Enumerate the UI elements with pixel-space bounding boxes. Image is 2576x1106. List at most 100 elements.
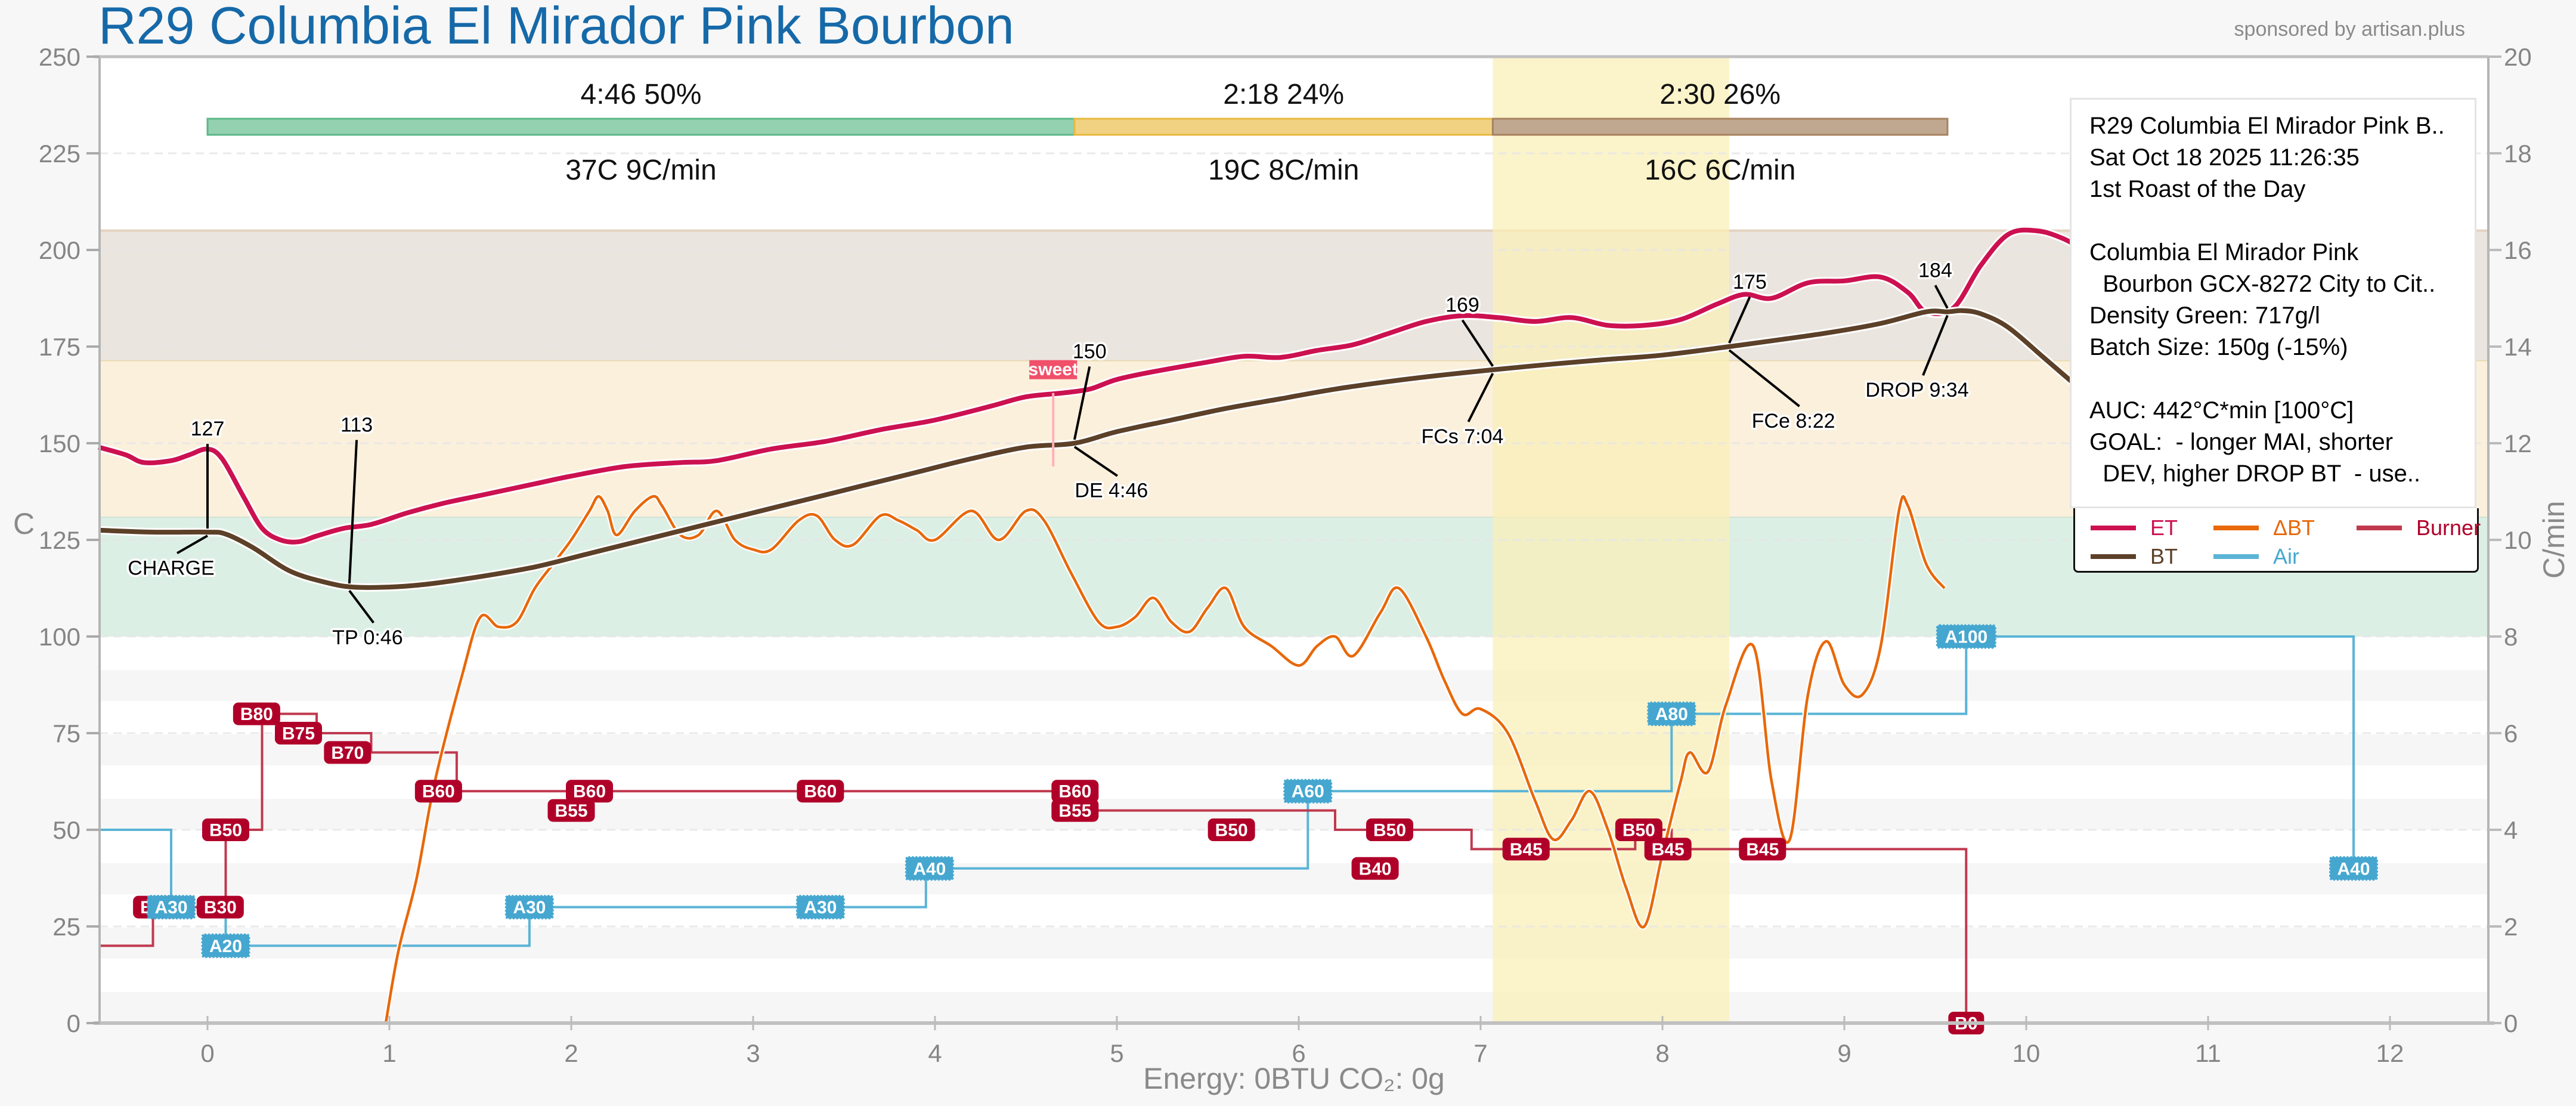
y-right-tick-label: 6	[2504, 719, 2518, 747]
info-line: Batch Size: 150g (-15%)	[2089, 334, 2348, 360]
legend-item-burner[interactable]: Burner	[2357, 515, 2481, 540]
legend-swatch	[2213, 526, 2259, 530]
legend-item-et[interactable]: ET	[2091, 515, 2178, 540]
burner-tag-label: B50	[1373, 821, 1406, 841]
event-leader-down	[1922, 314, 1949, 376]
y-right-tick-label: 16	[2504, 236, 2532, 264]
burner-tag-label: B55	[1058, 801, 1091, 821]
info-line	[2089, 205, 2475, 237]
burner-tag	[202, 818, 249, 841]
burner-tag	[196, 895, 244, 919]
burner-tag	[1051, 799, 1099, 822]
y-tick-label: 100	[39, 623, 80, 651]
info-line: AUC: 442°C*min [100°C]	[2089, 397, 2354, 424]
x-tick-label: 5	[1110, 1039, 1123, 1067]
y-axis-label: C	[13, 507, 35, 540]
y-right-tick-label: 8	[2504, 623, 2518, 651]
x-tick-label: 7	[1473, 1039, 1487, 1067]
info-line: Bourbon GCX-8272 City to Cit..	[2089, 271, 2436, 297]
x-tick-label: 2	[564, 1039, 578, 1067]
y-right-tick-label: 20	[2504, 43, 2532, 71]
legend-label: Air	[2273, 544, 2299, 569]
y-right-tick-label: 10	[2504, 526, 2532, 554]
x-tick-label: 6	[1292, 1039, 1305, 1067]
event-leader-up	[1728, 296, 1751, 344]
roast-info-box: R29 Columbia El Mirador Pink B.. Sat Oct …	[2070, 98, 2476, 508]
legend-item-air[interactable]: Air	[2213, 544, 2299, 569]
event-label: CHARGE	[128, 557, 214, 579]
event-value: 127	[191, 418, 225, 440]
burner-tag	[1502, 838, 1550, 861]
event-leader-up	[1461, 319, 1494, 367]
y-tick-label: 125	[39, 526, 80, 554]
event-leader-up	[1073, 366, 1091, 440]
air-tag-label: A40	[913, 859, 946, 879]
air-tag-label: A100	[1945, 628, 1987, 647]
burner-tag	[1208, 818, 1255, 841]
burner-tag	[1615, 818, 1662, 841]
legend-label: Burner	[2416, 515, 2481, 540]
y-tick-label: 250	[39, 43, 80, 71]
phase-bars: 4:46 50% 37C 9C/min 2:18 24% 19C 8C/min 2:30…	[206, 79, 1949, 186]
x-tick-label: 1	[382, 1039, 396, 1067]
air-tag	[795, 895, 845, 920]
et-series	[97, 227, 2164, 545]
burner-tag-label: B60	[804, 782, 837, 802]
y-right-tick-label: 0	[2504, 1009, 2518, 1037]
y-right-tick-label: 14	[2504, 333, 2532, 361]
burner-tag	[1351, 857, 1399, 880]
air-tag-label: A30	[513, 898, 546, 917]
air-tag	[1283, 778, 1333, 804]
air-tag	[1647, 702, 1696, 727]
stripe	[100, 799, 2488, 830]
info-line: 1st Roast of the Day	[2089, 176, 2306, 202]
phase-bar	[206, 118, 1076, 136]
legend-item-bt[interactable]: BT	[2091, 544, 2178, 569]
y-tick-label: 175	[39, 333, 80, 361]
y-right-tick-label: 2	[2504, 913, 2518, 941]
event-label: DROP 9:34	[1865, 379, 1968, 401]
air-tag	[2329, 856, 2378, 881]
burner-tag-label: B80	[240, 705, 273, 724]
x-tick-label: 10	[2012, 1039, 2041, 1067]
burner-tag-label: B40	[1359, 859, 1392, 879]
info-line: Columbia El Mirador Pink	[2089, 239, 2359, 265]
air-tag-label: A60	[1292, 782, 1324, 802]
burner-tag-label: B70	[331, 743, 364, 763]
sponsor-note: sponsored by artisan.plus	[2234, 18, 2465, 41]
bt-series	[98, 308, 2163, 590]
y-tick-label: 50	[52, 816, 80, 844]
info-line	[2089, 363, 2475, 395]
air-tag-label: A40	[2337, 859, 2370, 879]
event-label: DE 4:46	[1075, 480, 1148, 502]
legend-swatch	[2357, 526, 2402, 530]
burner-tag-label: B45	[1510, 840, 1543, 860]
event-leader-down	[1467, 372, 1494, 422]
event-value: 175	[1733, 271, 1767, 294]
burner-tag	[324, 741, 371, 764]
x-tick-label: 12	[2376, 1039, 2404, 1067]
air-tag-label: A30	[804, 898, 837, 917]
special-event-label: sweet	[1029, 360, 1078, 379]
legend-item-bt[interactable]: ΔBT	[2213, 515, 2315, 540]
stripe	[100, 734, 2488, 766]
phase-delta: 16C 6C/min	[1645, 155, 1795, 186]
air-tag	[201, 933, 250, 958]
y-tick-label: 75	[52, 719, 80, 747]
burner-tag	[566, 780, 613, 803]
burner-tag-label: B50	[1215, 821, 1248, 841]
stripe	[100, 928, 2488, 959]
burner-tag-label: B45	[1746, 840, 1779, 860]
axes: 0255075100125150175200225250024681012141…	[39, 43, 2532, 1067]
burner-tag	[547, 799, 595, 822]
y-tick-label: 200	[39, 236, 80, 264]
event-leader-up	[348, 440, 358, 584]
stripe	[100, 992, 2488, 1023]
event-label: TP 0:46	[332, 626, 402, 649]
event-value: 113	[340, 414, 373, 437]
energy-readout: Energy: 0BTU CO₂: 0g	[1143, 1062, 1445, 1095]
burner-tag-label: B60	[1058, 782, 1091, 802]
legend-label: ΔBT	[2273, 515, 2315, 540]
y-right-tick-label: 4	[2504, 816, 2518, 844]
burner-tag-label: B50	[209, 821, 242, 841]
